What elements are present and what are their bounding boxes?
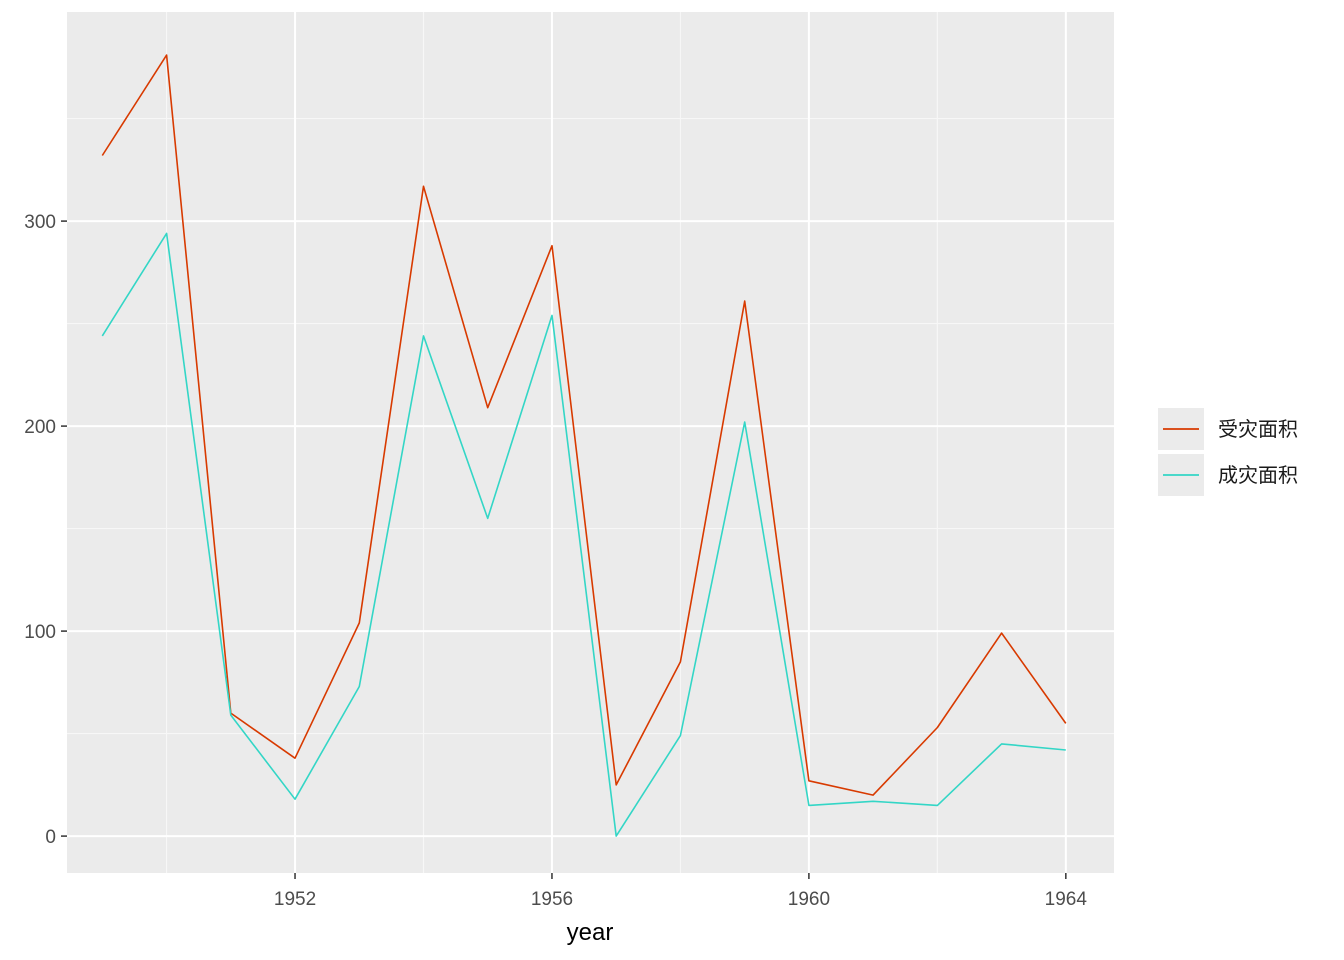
x-axis: 1952 1956 1960 1964: [274, 873, 1087, 910]
x-axis-title: year: [567, 919, 614, 946]
y-tick-label: 100: [24, 622, 56, 643]
legend-label: 受灾面积: [1218, 417, 1298, 441]
y-tick-label: 0: [45, 827, 56, 848]
series-line-2: [101, 232, 1066, 837]
x-tick-label: 1956: [531, 889, 573, 910]
y-axis: 0 100 200 300: [24, 212, 67, 848]
minor-gridlines: [67, 12, 1114, 873]
x-tick-label: 1964: [1045, 889, 1088, 910]
y-tick-label: 300: [24, 212, 56, 233]
x-tick-label: 1960: [788, 889, 830, 910]
y-tick-label: 200: [24, 417, 56, 438]
x-tick-label: 1952: [274, 889, 316, 910]
series-line-1: [101, 54, 1067, 796]
legend-label: 成灾面积: [1218, 463, 1298, 487]
series-lines: [101, 54, 1067, 837]
panel-background: [67, 12, 1114, 873]
